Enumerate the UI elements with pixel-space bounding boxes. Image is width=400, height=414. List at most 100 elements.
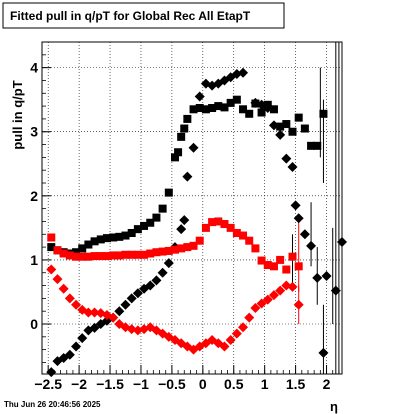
- data-point: [84, 240, 93, 249]
- data-point: [114, 306, 125, 317]
- data-point: [219, 341, 230, 352]
- data-point: [294, 113, 303, 122]
- data-point: [239, 105, 248, 114]
- data-point: [96, 235, 105, 244]
- data-point: [300, 124, 309, 133]
- data-point: [268, 120, 279, 131]
- data-point: [47, 243, 56, 252]
- data-point: [312, 272, 323, 283]
- data-point: [78, 244, 87, 253]
- data-point: [287, 161, 298, 172]
- data-point: [83, 307, 94, 318]
- data-point: [244, 312, 255, 323]
- data-point: [250, 302, 261, 313]
- data-point: [232, 228, 241, 237]
- data-point: [226, 223, 235, 232]
- x-tick-label: 0: [199, 376, 207, 392]
- data-point: [59, 249, 68, 258]
- data-point: [269, 105, 278, 114]
- data-point: [239, 231, 248, 240]
- data-point: [120, 299, 131, 310]
- data-point: [72, 252, 81, 261]
- data-point: [102, 234, 111, 243]
- data-point: [293, 299, 304, 310]
- data-point: [214, 217, 223, 226]
- data-point: [257, 256, 266, 265]
- plot-frame: [41, 41, 343, 375]
- y-tick-label: 2: [30, 188, 38, 204]
- data-point: [194, 91, 205, 102]
- data-point: [78, 252, 87, 261]
- data-point: [262, 294, 273, 305]
- x-tick-label: −2: [71, 376, 87, 392]
- data-point: [158, 204, 167, 213]
- data-point: [133, 225, 142, 234]
- data-point: [146, 218, 155, 227]
- data-point: [231, 328, 242, 339]
- data-point: [177, 244, 186, 253]
- data-point: [53, 246, 62, 255]
- data-point: [195, 104, 204, 113]
- data-point: [262, 103, 273, 114]
- x-tick-label: −1: [133, 376, 149, 392]
- data-point: [170, 153, 179, 162]
- y-tick-label: 1: [30, 252, 38, 268]
- data-point: [220, 103, 229, 112]
- data-point: [157, 267, 168, 278]
- data-point: [96, 252, 105, 261]
- data-point: [238, 67, 249, 78]
- data-point: [214, 102, 223, 111]
- data-point: [174, 148, 183, 157]
- data-point: [318, 347, 329, 358]
- data-point: [269, 262, 278, 271]
- data-point: [47, 233, 56, 242]
- data-point: [275, 285, 286, 296]
- data-point: [64, 293, 75, 304]
- data-point: [288, 127, 297, 136]
- data-point: [46, 367, 57, 378]
- data-point: [290, 200, 301, 211]
- data-point: [282, 120, 291, 129]
- data-point: [225, 335, 236, 346]
- data-point: [179, 215, 190, 226]
- data-point: [256, 298, 267, 309]
- data-point: [145, 280, 156, 291]
- data-point: [140, 250, 149, 259]
- data-point: [251, 244, 260, 253]
- data-point: [109, 251, 118, 260]
- data-point: [245, 109, 254, 118]
- x-tick-label: −2.5: [34, 376, 62, 392]
- y-axis-label: pull in q/pT: [10, 80, 25, 149]
- data-point: [307, 141, 316, 150]
- data-point: [108, 312, 119, 323]
- data-point: [183, 243, 192, 252]
- data-point: [158, 247, 167, 256]
- data-point: [163, 258, 174, 269]
- data-point: [151, 275, 162, 286]
- data-point: [102, 252, 111, 261]
- data-point: [189, 105, 198, 114]
- data-point: [263, 261, 272, 270]
- data-point: [201, 105, 210, 114]
- data-point: [287, 281, 298, 292]
- y-tick-label: 4: [30, 60, 38, 76]
- data-point: [58, 283, 69, 294]
- x-tick-label: 1: [261, 376, 269, 392]
- x-axis-label: η: [330, 399, 338, 414]
- data-point: [282, 265, 291, 274]
- data-point: [170, 245, 179, 254]
- data-point: [164, 188, 173, 197]
- data-point: [46, 264, 57, 275]
- timestamp: Thu Jun 26 20:46:56 2025: [4, 400, 101, 409]
- data-point: [164, 246, 173, 255]
- data-layer: [46, 42, 347, 378]
- data-point: [201, 223, 210, 232]
- data-point: [77, 333, 88, 344]
- data-point: [220, 220, 229, 229]
- data-point: [90, 237, 99, 246]
- data-point: [299, 229, 310, 240]
- data-point: [226, 98, 235, 107]
- data-point: [152, 213, 161, 222]
- data-point: [180, 124, 189, 133]
